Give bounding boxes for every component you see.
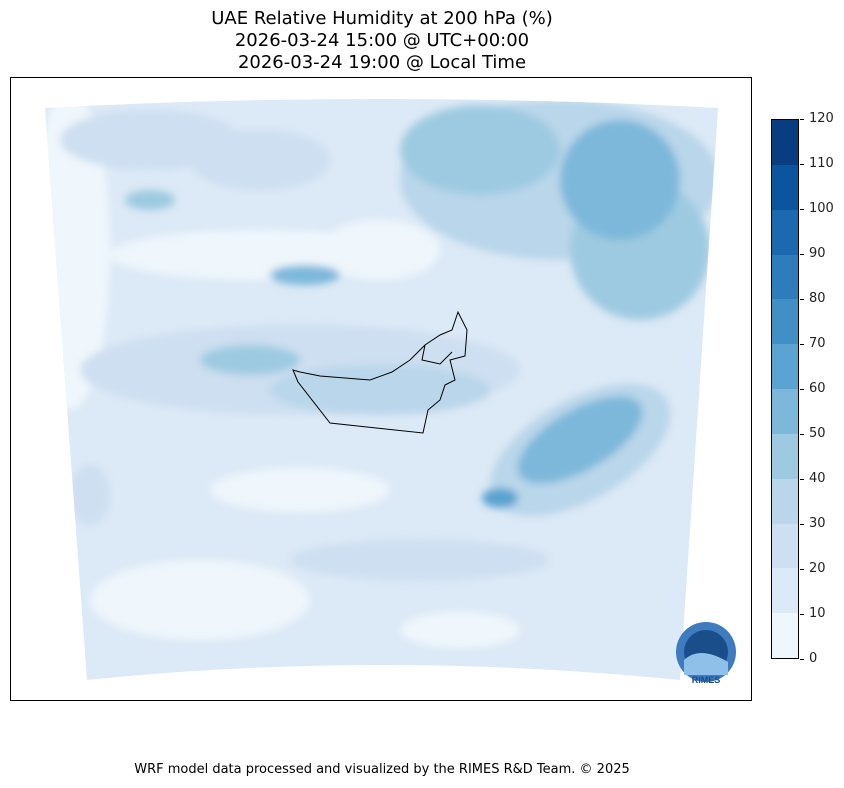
map-frame — [10, 77, 752, 701]
colorbar-segment — [772, 568, 798, 614]
colorbar-segment — [772, 613, 798, 658]
colorbar-segment — [772, 164, 798, 210]
rimes-logo: RIMES — [676, 622, 736, 685]
colorbar-tick-label: 70 — [800, 336, 826, 351]
title-line-1: UAE Relative Humidity at 200 hPa (%) — [211, 8, 553, 29]
colorbar-tick-label: 80 — [800, 291, 826, 306]
uae-border — [292, 310, 468, 434]
humidity-map: RIMES — [45, 99, 736, 685]
title-line-3: 2026-03-24 19:00 @ Local Time — [237, 52, 527, 73]
colorbar-tick-label: 60 — [800, 381, 826, 396]
colorbar-tick-label: 40 — [800, 471, 826, 486]
colorbar-tick-label: 110 — [800, 156, 834, 171]
colorbar-tick-label: 100 — [800, 201, 834, 216]
svg-text:RIMES: RIMES — [692, 675, 721, 685]
footer-credit: WRF model data processed and visualized … — [134, 762, 630, 777]
colorbar-segment — [772, 209, 798, 255]
colorbar-tick-label: 20 — [800, 561, 826, 576]
colorbar-tick-label: 90 — [800, 246, 826, 261]
colorbar-segment — [772, 523, 798, 569]
colorbar-tick-label: 50 — [800, 426, 826, 441]
colorbar-segment — [772, 433, 798, 479]
colorbar-segment — [772, 478, 798, 524]
title-line-2: 2026-03-24 15:00 @ UTC+00:00 — [234, 30, 530, 51]
colorbar-tick-label: 120 — [800, 111, 834, 126]
colorbar-segment — [772, 120, 798, 165]
colorbar-tick-label: 10 — [800, 606, 826, 621]
colorbar-tick-label: 0 — [800, 651, 817, 666]
colorbar-segment — [772, 299, 798, 345]
colorbar-segment — [772, 344, 798, 390]
colorbar — [771, 119, 799, 659]
contour-field — [45, 99, 718, 680]
colorbar-segment — [772, 254, 798, 300]
colorbar-segment — [772, 389, 798, 434]
colorbar-tick-label: 30 — [800, 516, 826, 531]
